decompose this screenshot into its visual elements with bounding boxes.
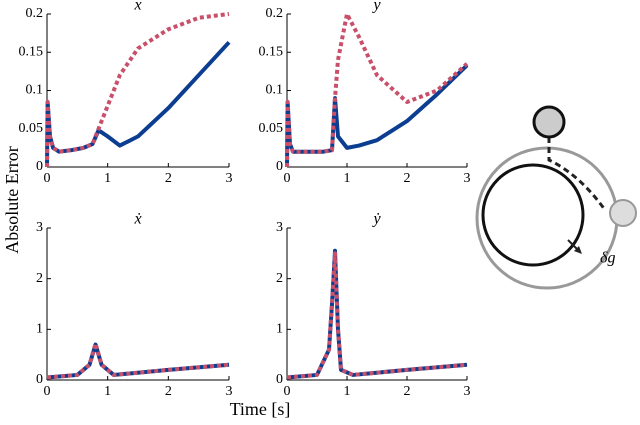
y-tick-label: 1 xyxy=(276,322,283,337)
dashed-link xyxy=(547,137,607,211)
x-tick-label: 1 xyxy=(104,171,111,186)
y-tick-label: 2 xyxy=(36,271,43,286)
y-tick-label: 0.1 xyxy=(26,83,44,98)
y-tick-label: 0 xyxy=(36,159,43,174)
y-tick-label: 0.15 xyxy=(259,44,284,59)
y-tick-label: 0.05 xyxy=(259,121,284,136)
x-tick-label: 1 xyxy=(104,384,111,399)
x-tick-label: 3 xyxy=(226,171,233,186)
x-tick-label: 0 xyxy=(284,171,291,186)
y-tick-label: 0.05 xyxy=(19,121,44,136)
y-tick-label: 3 xyxy=(36,220,43,235)
arrow-head xyxy=(574,246,582,254)
series-line xyxy=(285,12,469,168)
y-tick-label: 0 xyxy=(276,159,283,174)
series-line xyxy=(46,341,230,380)
series-line xyxy=(286,251,468,380)
x-tick-label: 2 xyxy=(165,384,172,399)
x-tick-label: 3 xyxy=(226,384,233,399)
node-top xyxy=(532,105,566,139)
inner-circle xyxy=(481,163,585,267)
y-tick-label: 0.2 xyxy=(26,6,44,21)
y-tick-label: 0 xyxy=(36,372,43,387)
x-tick-label: 3 xyxy=(464,384,471,399)
y-tick-label: 0.15 xyxy=(19,44,44,59)
y-tick-label: 3 xyxy=(276,220,283,235)
x-tick-label: 2 xyxy=(404,171,411,186)
x-tick-label: 2 xyxy=(404,384,411,399)
subplot-title: ẋ xyxy=(133,211,142,228)
y-axis-label: Absolute Error xyxy=(2,146,22,253)
x-tick-label: 1 xyxy=(344,171,351,186)
x-tick-label: 0 xyxy=(284,384,291,399)
subplot-title: y xyxy=(371,0,381,14)
series-line xyxy=(285,63,469,168)
y-tick-label: 0.2 xyxy=(266,6,284,21)
x-axis-label: Time [s] xyxy=(230,399,291,419)
y-tick-label: 0.1 xyxy=(266,83,284,98)
series-line xyxy=(45,40,231,168)
y-tick-label: 2 xyxy=(276,271,283,286)
series-line xyxy=(286,248,468,380)
x-tick-label: 0 xyxy=(44,171,51,186)
subplot-title: x xyxy=(133,0,141,14)
x-tick-label: 0 xyxy=(44,384,51,399)
diagram-label: δg xyxy=(600,250,615,267)
diagram: δg xyxy=(475,105,637,290)
x-tick-label: 3 xyxy=(464,171,471,186)
x-tick-label: 2 xyxy=(165,171,172,186)
outer-ring xyxy=(475,146,619,290)
series-line xyxy=(45,12,230,168)
x-tick-label: 1 xyxy=(344,384,351,399)
series-line xyxy=(46,342,230,380)
node-right xyxy=(609,199,637,227)
y-tick-label: 0 xyxy=(276,372,283,387)
subplot-title: ẏ xyxy=(371,211,381,228)
y-tick-label: 1 xyxy=(36,322,43,337)
